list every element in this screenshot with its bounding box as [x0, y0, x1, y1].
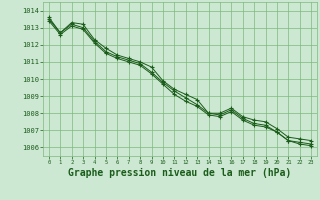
X-axis label: Graphe pression niveau de la mer (hPa): Graphe pression niveau de la mer (hPa)	[68, 168, 292, 178]
